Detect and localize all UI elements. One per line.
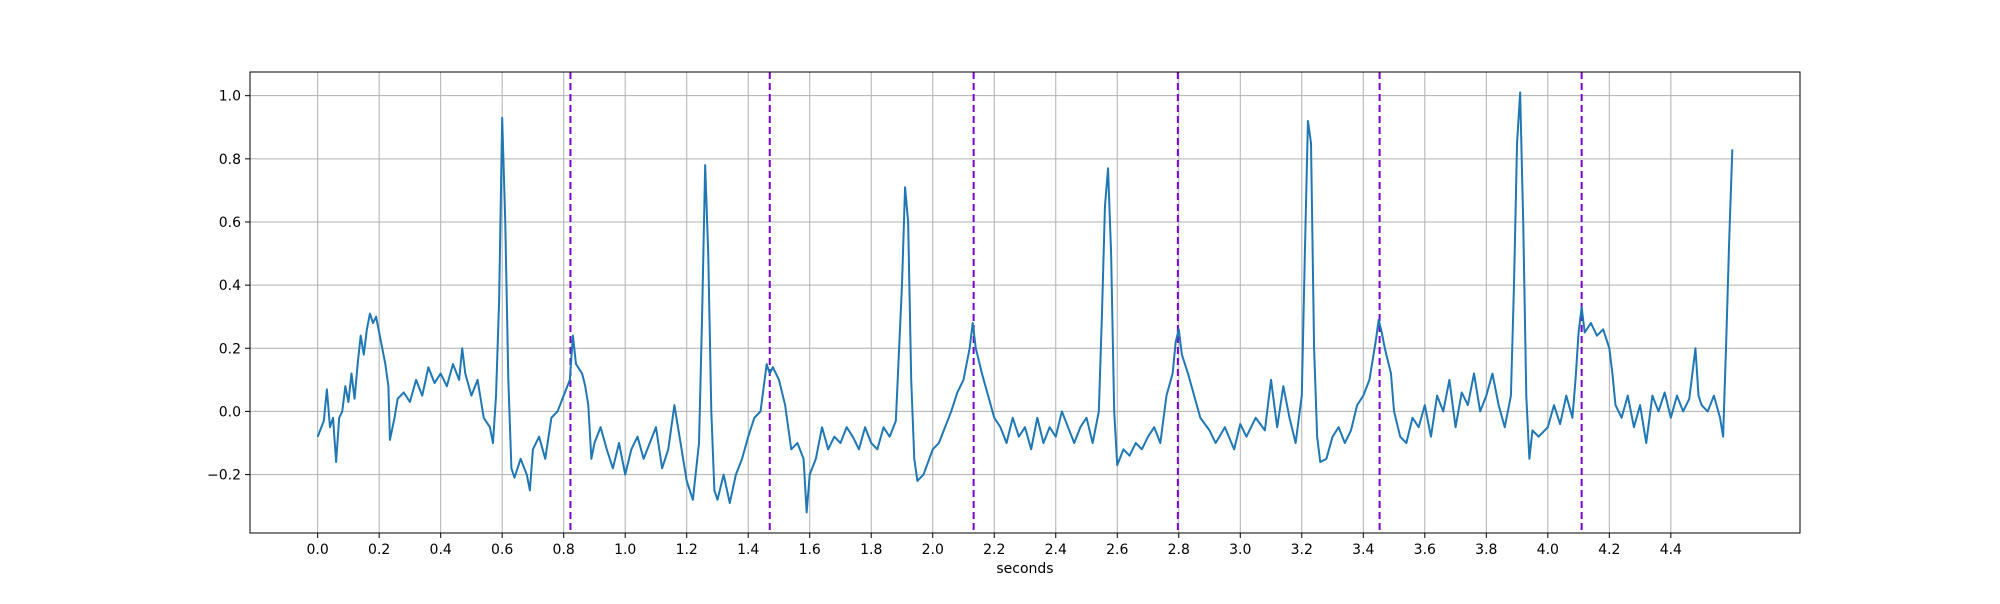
- grid-lines: [250, 72, 1800, 533]
- x-tick-label: 3.2: [1291, 542, 1313, 558]
- series-line: [316, 91, 1734, 514]
- x-axis-ticks: 0.0 0.2 0.4 0.6 0.8 1.0 1.2 1.4 1.6 1.8 2.0 2.2 2.4 2…: [307, 533, 1682, 558]
- x-tick-label: 1.2: [676, 542, 698, 558]
- x-tick-label: 1.6: [799, 542, 821, 558]
- x-tick-label: 0.8: [553, 542, 575, 558]
- signal-series: [316, 91, 1734, 514]
- x-tick-label: 0.4: [430, 542, 452, 558]
- y-tick-label: 0.0: [219, 404, 241, 420]
- x-tick-label: 3.0: [1229, 542, 1251, 558]
- y-tick-label: 0.4: [219, 278, 241, 294]
- x-tick-label: 3.4: [1352, 542, 1374, 558]
- y-tick-label: 0.8: [219, 152, 241, 168]
- x-tick-label: 2.8: [1168, 542, 1190, 558]
- x-tick-label: 0.0: [307, 542, 329, 558]
- x-tick-label: 0.6: [491, 542, 513, 558]
- x-tick-label: 2.4: [1045, 542, 1067, 558]
- plot-frame: [249, 71, 1801, 534]
- x-tick-label: 3.6: [1414, 542, 1436, 558]
- x-tick-label: 2.6: [1106, 542, 1128, 558]
- y-tick-label: −0.2: [207, 468, 241, 484]
- x-axis-label: seconds: [996, 561, 1053, 577]
- x-tick-label: 2.2: [983, 542, 1005, 558]
- x-tick-label: 3.8: [1475, 542, 1497, 558]
- y-tick-label: 0.2: [219, 341, 241, 357]
- y-tick-label: 0.6: [219, 215, 241, 231]
- y-tick-label: 1.0: [219, 89, 241, 105]
- x-tick-label: 4.0: [1537, 542, 1559, 558]
- x-tick-label: 1.8: [860, 542, 882, 558]
- x-tick-label: 1.0: [614, 542, 636, 558]
- x-tick-label: 4.2: [1598, 542, 1620, 558]
- x-tick-label: 4.4: [1660, 542, 1682, 558]
- x-tick-label: 0.2: [368, 542, 390, 558]
- x-tick-label: 2.0: [922, 542, 944, 558]
- y-axis-ticks: −0.2 0.0 0.2 0.4 0.6 0.8 1.0: [207, 89, 250, 484]
- x-tick-label: 1.4: [737, 542, 759, 558]
- event-markers: [569, 72, 1583, 533]
